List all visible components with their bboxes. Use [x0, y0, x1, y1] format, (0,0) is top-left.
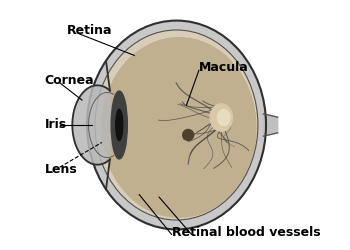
Ellipse shape [210, 104, 232, 131]
Text: Lens: Lens [45, 163, 77, 176]
Ellipse shape [116, 109, 123, 141]
Ellipse shape [95, 30, 258, 220]
Ellipse shape [102, 38, 256, 217]
Text: Retinal blood vessels: Retinal blood vessels [172, 226, 320, 239]
Polygon shape [263, 114, 278, 136]
Text: Iris: Iris [45, 118, 67, 132]
Text: Retina: Retina [67, 24, 113, 37]
Ellipse shape [87, 20, 266, 230]
Polygon shape [72, 85, 110, 165]
Text: Cornea: Cornea [45, 74, 94, 87]
Ellipse shape [111, 91, 127, 159]
Text: Macula: Macula [199, 61, 248, 74]
Circle shape [183, 130, 194, 140]
Ellipse shape [218, 110, 230, 126]
